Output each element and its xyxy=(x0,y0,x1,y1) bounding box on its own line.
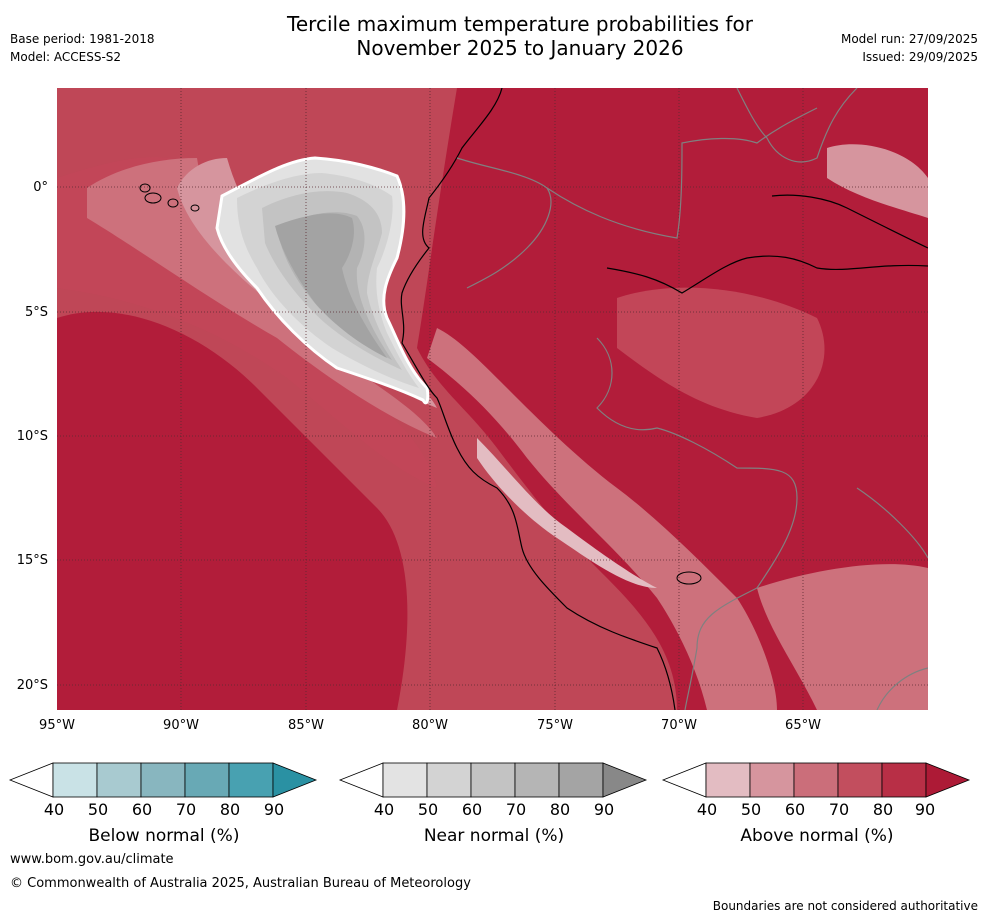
above-tick-60: 60 xyxy=(784,800,806,819)
lat-label-20s: 20°S xyxy=(16,678,48,693)
lake-titicaca xyxy=(676,571,702,585)
land-above-90-region xyxy=(417,88,928,710)
southern-above-70-patch xyxy=(757,564,928,710)
below-swatch-6 xyxy=(272,762,318,798)
near-colorbar-svg xyxy=(338,762,648,798)
below-swatch-1 xyxy=(52,762,98,798)
above-swatch-6 xyxy=(925,762,971,798)
near-swatch-5 xyxy=(558,762,604,798)
title-line-1: Tercile maximum temperature probabilitie… xyxy=(287,12,753,36)
model-run-date: Model run: 27/09/2025 xyxy=(840,32,978,46)
below-tick-80: 80 xyxy=(219,800,241,819)
lon-label-85w: 85°W xyxy=(288,718,324,733)
lat-label-10s: 10°S xyxy=(16,429,48,444)
lat-label-0: 0° xyxy=(33,180,48,195)
near-tick-50: 50 xyxy=(417,800,439,819)
near-tick-80: 80 xyxy=(549,800,571,819)
lon-label-70w: 70°W xyxy=(661,718,697,733)
near-swatch-1 xyxy=(382,762,428,798)
above-swatch-2 xyxy=(749,762,795,798)
near-tick-70: 70 xyxy=(505,800,527,819)
below-colorbar-svg xyxy=(8,762,318,798)
below-tick-40: 40 xyxy=(43,800,65,819)
above-swatch-1 xyxy=(705,762,751,798)
above-tick-90: 90 xyxy=(914,800,936,819)
lon-label-65w: 65°W xyxy=(785,718,821,733)
near-swatch-6 xyxy=(602,762,648,798)
map-svg xyxy=(57,88,928,710)
probability-map xyxy=(57,88,928,710)
base-period: Base period: 1981-2018 xyxy=(10,32,155,46)
below-normal-label: Below normal (%) xyxy=(88,826,240,846)
copyright-notice: © Commonwealth of Australia 2025, Austra… xyxy=(10,876,471,891)
northern-river xyxy=(771,194,928,249)
near-normal-label: Near normal (%) xyxy=(423,826,565,846)
ocean-above-90-region xyxy=(57,311,408,710)
near-swatch-2 xyxy=(426,762,472,798)
lon-label-90w: 90°W xyxy=(163,718,199,733)
near-swatch-3 xyxy=(470,762,516,798)
country-borders xyxy=(456,88,928,710)
below-swatch-5 xyxy=(228,762,274,798)
map-gridlines xyxy=(57,88,928,710)
above-normal-label: Above normal (%) xyxy=(740,826,894,846)
near-swatch-4 xyxy=(514,762,560,798)
title-line-2: November 2025 to January 2026 xyxy=(356,36,684,60)
above-normal-colorbar xyxy=(661,762,973,806)
above-tick-50: 50 xyxy=(740,800,762,819)
near-tick-90: 90 xyxy=(593,800,615,819)
lon-label-75w: 75°W xyxy=(537,718,573,733)
coastline xyxy=(400,88,676,710)
near-swatch-0 xyxy=(338,762,384,798)
above-colorbar-svg xyxy=(661,762,971,798)
near-tick-60: 60 xyxy=(461,800,483,819)
near-normal-90-region xyxy=(275,213,387,358)
amazon-river xyxy=(606,255,928,294)
coastal-above-70-band xyxy=(427,328,777,710)
above-swatch-4 xyxy=(837,762,883,798)
lat-label-5s: 5°S xyxy=(24,305,48,320)
amazon-above-80-patch xyxy=(617,287,825,418)
galapagos-islands xyxy=(139,183,200,212)
model-name: Model: ACCESS-S2 xyxy=(10,50,122,64)
above-tick-80: 80 xyxy=(872,800,894,819)
above-swatch-0 xyxy=(661,762,707,798)
lat-label-15s: 15°S xyxy=(16,553,48,568)
boundaries-disclaimer: Boundaries are not considered authoritat… xyxy=(712,899,978,913)
above-tick-40: 40 xyxy=(696,800,718,819)
below-tick-70: 70 xyxy=(175,800,197,819)
above-swatch-5 xyxy=(881,762,927,798)
chart-title: Tercile maximum temperature probabilitie… xyxy=(0,12,988,60)
lon-label-80w: 80°W xyxy=(412,718,448,733)
lon-label-95w: 95°W xyxy=(39,718,75,733)
website-link[interactable]: www.bom.gov.au/climate xyxy=(10,852,174,867)
below-normal-colorbar xyxy=(8,762,320,806)
above-tick-70: 70 xyxy=(828,800,850,819)
below-swatch-3 xyxy=(140,762,186,798)
below-tick-50: 50 xyxy=(87,800,109,819)
below-swatch-0 xyxy=(8,762,54,798)
model-info: Base period: 1981-2018 Model: ACCESS-S2 xyxy=(10,30,155,66)
near-tick-40: 40 xyxy=(373,800,395,819)
near-normal-colorbar xyxy=(338,762,650,806)
below-swatch-2 xyxy=(96,762,142,798)
above-swatch-3 xyxy=(793,762,839,798)
run-info: Model run: 27/09/2025 Issued: 29/09/2025 xyxy=(841,30,978,66)
below-tick-60: 60 xyxy=(131,800,153,819)
issued-date: Issued: 29/09/2025 xyxy=(862,50,978,64)
below-swatch-4 xyxy=(184,762,230,798)
below-tick-90: 90 xyxy=(263,800,285,819)
northeast-above-60-patch xyxy=(827,144,928,218)
